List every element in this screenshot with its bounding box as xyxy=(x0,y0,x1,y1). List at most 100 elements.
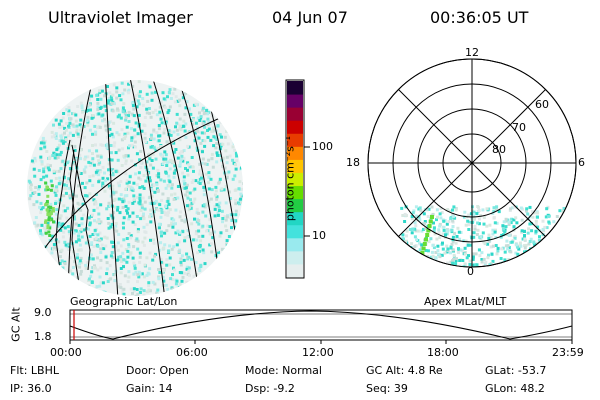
aurora-pixel xyxy=(75,194,78,198)
colorbar-segment xyxy=(287,224,303,239)
aurora-pixel xyxy=(480,267,483,270)
aurora-pixel xyxy=(468,243,472,247)
aurora-pixel xyxy=(509,221,513,225)
aurora-pixel xyxy=(532,211,536,215)
aurora-pixel xyxy=(172,160,176,164)
aurora-pixel xyxy=(70,190,74,194)
aurora-pixel xyxy=(564,240,568,244)
aurora-pixel xyxy=(97,212,101,216)
aurora-pixel xyxy=(434,272,437,275)
aurora-pixel xyxy=(412,268,415,271)
aurora-pixel xyxy=(96,101,100,105)
aurora-pixel xyxy=(559,226,563,230)
aurora-pixel xyxy=(195,139,199,143)
aurora-pixel xyxy=(160,208,164,212)
aurora-pixel xyxy=(77,184,80,188)
aurora-pixel xyxy=(530,260,534,264)
aurora-pixel xyxy=(449,266,453,267)
aurora-pixel xyxy=(126,131,130,135)
aurora-pixel xyxy=(496,249,500,253)
aurora-pixel xyxy=(506,218,510,222)
aurora-pixel xyxy=(489,245,493,249)
aurora-pixel xyxy=(451,235,455,239)
aurora-pixel xyxy=(406,262,410,266)
aurora-pixel xyxy=(516,245,519,249)
aurora-pixel xyxy=(157,175,161,179)
aurora-pixel xyxy=(513,205,516,209)
aurora-pixel xyxy=(88,179,92,183)
aurora-pixel xyxy=(501,227,505,231)
aurora-pixel xyxy=(73,162,77,166)
aurora-pixel xyxy=(523,246,527,250)
aurora-pixel xyxy=(471,255,475,259)
aurora-pixel xyxy=(105,135,109,139)
aurora-pixel xyxy=(135,215,139,218)
aurora-pixel xyxy=(457,230,461,234)
aurora-pixel xyxy=(124,162,128,166)
aurora-pixel xyxy=(74,113,78,117)
aurora-pixel xyxy=(64,243,68,247)
aurora-pixel xyxy=(87,227,90,231)
aurora-pixel xyxy=(42,141,46,145)
aurora-pixel xyxy=(445,274,448,277)
aurora-pixel xyxy=(451,265,455,267)
aurora-pixel xyxy=(119,98,123,102)
aurora-pixel xyxy=(192,274,196,278)
aurora-pixel xyxy=(87,98,91,102)
aurora-pixel xyxy=(412,209,416,213)
aurora-pixel xyxy=(234,188,238,192)
aurora-pixel xyxy=(212,135,216,139)
aurora-pixel xyxy=(94,193,98,196)
aurora-pixel xyxy=(517,258,521,262)
aurora-pixel xyxy=(163,106,167,110)
aurora-pixel xyxy=(104,124,108,128)
aurora-pixel xyxy=(168,208,172,212)
aurora-pixel xyxy=(480,272,483,275)
aurora-pixel xyxy=(127,110,131,114)
aurora-pixel xyxy=(86,117,90,121)
aurora-pixel xyxy=(529,237,533,241)
aurora-pixel xyxy=(141,240,145,244)
aurora-pixel xyxy=(90,94,94,98)
aurora-pixel xyxy=(196,251,200,255)
aurora-pixel xyxy=(215,142,219,145)
aurora-pixel xyxy=(433,256,437,260)
aurora-pixel xyxy=(93,232,97,236)
aurora-pixel xyxy=(431,212,435,216)
aurora-pixel xyxy=(158,105,162,109)
aurora-pixel xyxy=(59,167,63,171)
aurora-pixel xyxy=(557,253,561,256)
aurora-pixel xyxy=(523,237,527,241)
aurora-pixel xyxy=(525,256,529,260)
aurora-pixel xyxy=(547,261,551,265)
aurora-pixel xyxy=(454,241,458,245)
aurora-pixel xyxy=(438,222,442,226)
aurora-pixel xyxy=(218,177,222,181)
aurora-pixel xyxy=(79,157,82,161)
aurora-pixel xyxy=(143,236,147,240)
colorbar-segment xyxy=(287,120,303,134)
aurora-pixel-bright xyxy=(47,230,51,234)
aurora-pixel xyxy=(573,212,576,216)
colorbar-segment xyxy=(287,159,303,173)
aurora-pixel xyxy=(187,208,191,212)
aurora-pixel xyxy=(72,231,76,235)
aurora-pixel xyxy=(221,217,225,220)
aurora-pixel xyxy=(83,194,87,198)
aurora-pixel xyxy=(54,200,58,204)
colorbar-segment xyxy=(287,211,303,226)
aurora-pixel xyxy=(401,233,405,237)
aurora-pixel xyxy=(120,81,124,85)
aurora-pixel xyxy=(504,269,507,272)
aurora-pixel xyxy=(99,281,103,285)
aurora-pixel xyxy=(105,267,109,271)
aurora-pixel-bright xyxy=(427,224,432,228)
aurora-pixel xyxy=(218,234,222,238)
aurora-pixel xyxy=(79,230,83,234)
aurora-pixel xyxy=(143,136,147,140)
aurora-pixel xyxy=(468,263,472,266)
aurora-pixel xyxy=(126,211,129,215)
aurora-pixel xyxy=(557,263,561,267)
aurora-pixel xyxy=(437,228,441,232)
colorbar-label: photon cm⁻²s⁻¹ xyxy=(283,135,297,222)
